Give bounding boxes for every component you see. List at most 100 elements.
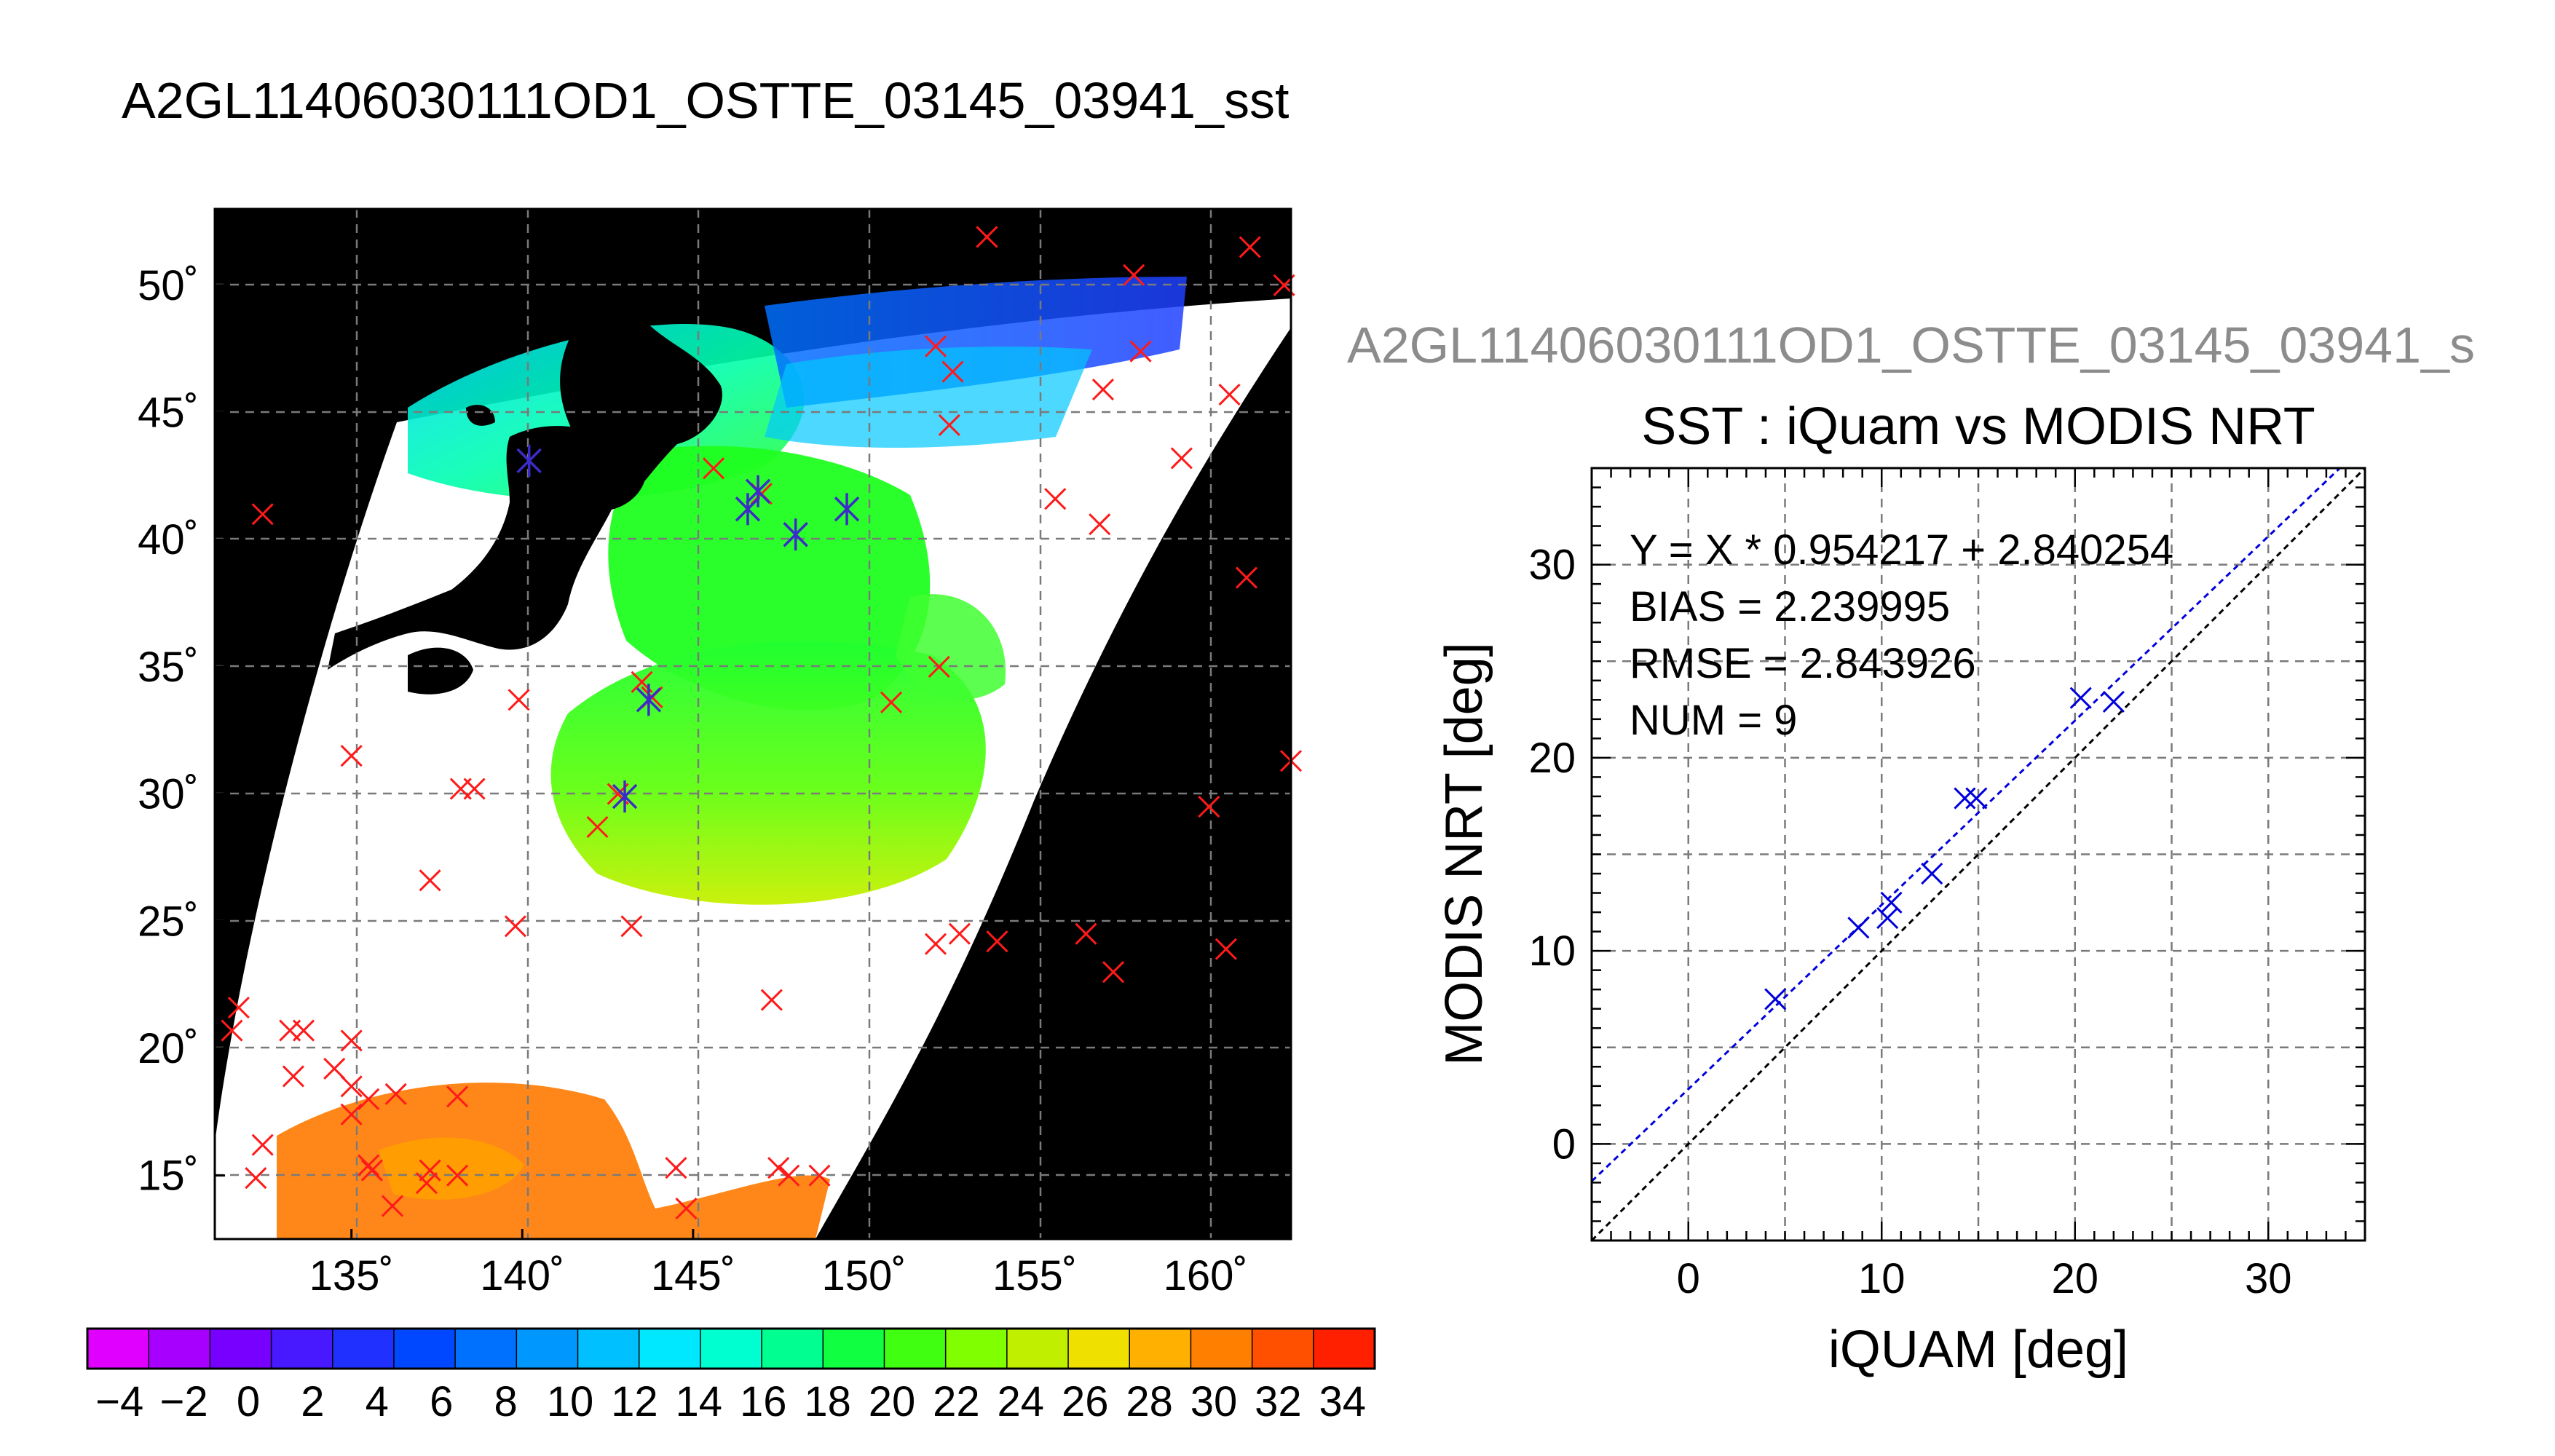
buoy-marker (340, 1103, 363, 1125)
colorbar-cell (393, 1328, 457, 1369)
stat-bias: BIAS = 2.239995 (1630, 583, 1950, 630)
buoy-marker (586, 815, 609, 839)
lat-tick-label: 30˚ (138, 771, 199, 818)
buoy-marker (358, 1088, 380, 1110)
matched-marker (516, 444, 542, 477)
scatter-point (1847, 917, 1870, 939)
scatter-xlabel: iQUAM [deg] (1828, 1321, 2128, 1379)
colorbar-cell (944, 1328, 1008, 1369)
colorbar-cell (516, 1328, 579, 1369)
fit-line (1592, 468, 2342, 1182)
buoy-marker (1129, 340, 1152, 363)
colorbar-tick-label: 26 (1062, 1378, 1109, 1425)
colorbar-tick-label: 14 (676, 1378, 723, 1425)
colorbar-tick-label: 18 (804, 1378, 851, 1425)
scatter-point (2069, 687, 2092, 709)
scatter-x-tick-label: 20 (2051, 1255, 2098, 1302)
stat-num: NUM = 9 (1630, 697, 1797, 744)
buoy-marker (340, 1075, 363, 1098)
buoy-marker (504, 915, 526, 938)
scatter-point (1921, 862, 1943, 885)
scatter-x-tick-label: 30 (2245, 1255, 2292, 1302)
scatter-point (2102, 690, 2125, 713)
colorbar-cell (1067, 1328, 1131, 1369)
buoy-marker (463, 778, 486, 800)
buoy-marker (1235, 566, 1258, 589)
buoy-marker (384, 1083, 407, 1105)
colorbar-frame (86, 1327, 1376, 1370)
buoy-marker (446, 1164, 469, 1187)
buoy-marker (924, 335, 947, 357)
colorbar-tick-label: 22 (933, 1378, 980, 1425)
colorbar-cell (1006, 1328, 1070, 1369)
ghost-title: A2GL11406030111OD1_OSTTE_03145_03941_s (1347, 317, 2475, 373)
buoy-marker (986, 930, 1008, 953)
buoy-marker (245, 1167, 267, 1190)
scatter-points (1764, 687, 2125, 1010)
map-frame (213, 207, 1292, 1241)
scatter-y-tick-label: 30 (1528, 542, 1576, 589)
colorbar-cell (883, 1328, 947, 1369)
buoy-marker (251, 1133, 274, 1156)
colorbar-cell (454, 1328, 518, 1369)
buoy-marker (924, 933, 947, 955)
scatter-axis-ticks: 0 10 20 30 0 10 20 30 (1528, 468, 2365, 1302)
colorbar-tick-label: 34 (1319, 1378, 1367, 1425)
colorbar-cell (87, 1328, 150, 1369)
scatter-point (1876, 906, 1899, 930)
stat-rmse: RMSE = 2.843926 (1630, 640, 1976, 687)
colorbar-cell (270, 1328, 334, 1369)
scatter-point (1954, 787, 1976, 810)
colorbar-cell (332, 1328, 395, 1369)
buoy-marker (415, 1172, 438, 1195)
colorbar-tick-label: 8 (494, 1378, 517, 1425)
lon-tick-label: 155˚ (992, 1252, 1077, 1299)
lat-tick-label: 25˚ (138, 898, 199, 945)
scatter-y-tick-label: 20 (1528, 735, 1576, 782)
scatter-y-tick-label: 10 (1528, 927, 1576, 975)
scatter-ylabel: MODIS NRT [deg] (1435, 642, 1493, 1066)
buoy-marker (1102, 961, 1125, 984)
buoy-marker (360, 1159, 383, 1182)
buoy-marker (340, 1029, 363, 1052)
lat-tick-label: 20˚ (138, 1025, 199, 1072)
colorbar-tick-label: 6 (430, 1378, 453, 1425)
buoy-marker (938, 414, 960, 437)
colorbar-cell (700, 1328, 763, 1369)
sst-colorbar: −4 −2 0 2 4 6 8 10 12 14 16 18 20 22 24 26 28 30 32 34 (86, 1327, 1376, 1425)
colorbar-tick-label: 10 (547, 1378, 594, 1425)
colorbar-cell (209, 1328, 272, 1369)
colorbar-tick-label: 16 (740, 1378, 787, 1425)
buoy-marker (292, 1019, 315, 1042)
colorbar-cell (1251, 1328, 1315, 1369)
buoy-marker (1215, 938, 1237, 960)
buoy-marker (508, 689, 530, 711)
buoy-marker (446, 1085, 469, 1108)
map-lon-ticks: 135˚ 140˚ 145˚ 150˚ 155˚ 160˚ (309, 1229, 1248, 1299)
lon-tick-label: 150˚ (821, 1252, 906, 1299)
land-mask (328, 209, 722, 695)
buoy-marker (323, 1057, 346, 1080)
colorbar-cell (577, 1328, 640, 1369)
buoy-marker (1218, 383, 1241, 406)
buoy-marker (665, 1157, 687, 1179)
lon-tick-label: 135˚ (309, 1252, 394, 1299)
sst-map: 135˚ 140˚ 145˚ 150˚ 155˚ 160˚ 15˚ 20˚ 25˚ 30˚ 35˚… (138, 207, 1303, 1299)
colorbar-cell (761, 1328, 824, 1369)
colorbar-cell (1313, 1328, 1376, 1369)
buoy-marker (976, 226, 998, 248)
map-lat-ticks: 15˚ 20˚ 25˚ 30˚ 35˚ 40˚ 45˚ 50˚ (138, 262, 225, 1200)
colorbar-cell (638, 1328, 702, 1369)
buoy-marker (778, 1164, 800, 1187)
lat-tick-label: 50˚ (138, 262, 199, 309)
lat-tick-label: 40˚ (138, 516, 199, 563)
colorbar-tick-label: 32 (1255, 1378, 1302, 1425)
buoy-marker (1091, 379, 1114, 401)
buoy-marker (767, 1157, 790, 1179)
scatter-grid (1592, 468, 2365, 1241)
colorbar-tick-label: 30 (1190, 1378, 1238, 1425)
buoy-marker (1089, 513, 1111, 536)
buoy-marker (221, 1019, 243, 1042)
identity-line (1592, 468, 2365, 1241)
buoy-marker (1044, 488, 1067, 510)
